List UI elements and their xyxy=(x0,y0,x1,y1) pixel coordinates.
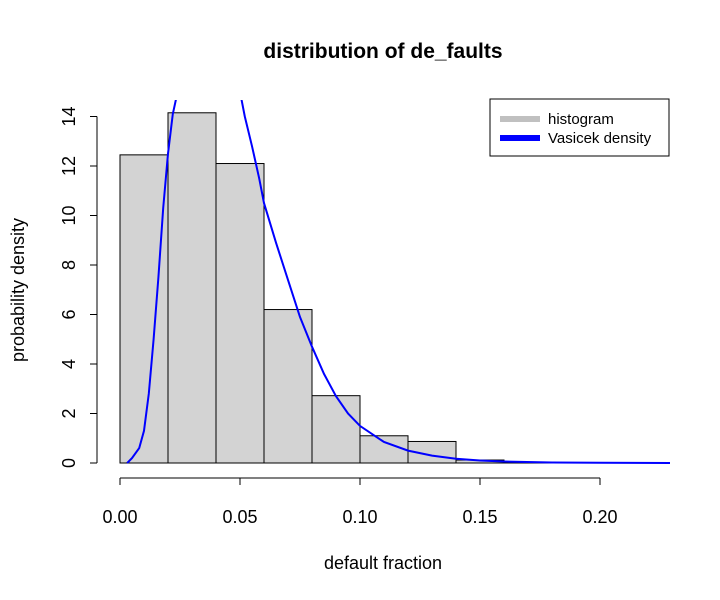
chart-title: distribution of de_faults xyxy=(263,40,502,63)
histogram-bar xyxy=(359,435,409,464)
y-tick-label: 0 xyxy=(59,458,79,468)
y-tick-label: 8 xyxy=(59,260,79,270)
x-tick-label: 0.20 xyxy=(582,507,617,527)
y-tick-label: 4 xyxy=(59,359,79,369)
x-tick-label: 0.00 xyxy=(102,507,137,527)
legend-histogram-label: histogram xyxy=(548,111,614,128)
legend-vasicek-label: Vasicek density xyxy=(548,130,652,147)
histogram-bar xyxy=(263,309,313,464)
x-axis: 0.00 0.05 0.10 0.15 0.20 xyxy=(102,477,618,527)
x-tick-label: 0.10 xyxy=(342,507,377,527)
histogram-bar xyxy=(215,163,265,464)
y-axis-label: probability density xyxy=(8,218,28,362)
histogram-bars xyxy=(119,112,553,464)
vasicek-density-curve xyxy=(126,100,670,464)
y-axis: 0 2 4 6 8 10 12 14 xyxy=(59,106,98,468)
y-tick-label: 12 xyxy=(59,156,79,176)
y-tick-label: 14 xyxy=(59,106,79,126)
y-tick-label: 2 xyxy=(59,408,79,418)
x-axis-label: default fraction xyxy=(324,553,442,573)
legend-box xyxy=(489,98,670,157)
histogram-bar xyxy=(119,154,169,464)
y-tick-label: 6 xyxy=(59,309,79,319)
legend: histogram Vasicek density xyxy=(489,98,670,157)
histogram-bar xyxy=(311,395,361,464)
histogram-bar xyxy=(167,112,217,464)
x-tick-label: 0.15 xyxy=(462,507,497,527)
y-tick-label: 10 xyxy=(59,205,79,225)
x-tick-label: 0.05 xyxy=(222,507,257,527)
